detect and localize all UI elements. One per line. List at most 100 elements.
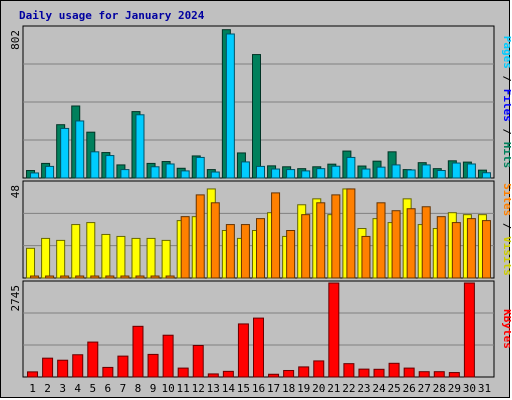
bar-pages-day-16 [252,54,261,179]
bar-sites-day-18 [286,230,296,279]
bar-kbytes-day-16 [253,317,264,378]
bar-kbytes-day-6 [102,366,114,378]
bar-kbytes-day-3 [57,359,69,378]
bar-kbytes-day-14 [222,370,234,378]
chart-panel-1: 802 Pages / Files / Hits [9,25,511,179]
bar-hits-day-16 [256,165,265,179]
bar-sites-day-30 [466,218,476,279]
bar-sites-day-15 [240,224,250,279]
day-label-26: 26 [403,382,416,395]
bar-hits-day-22 [346,156,356,179]
bar-sites-day-19 [301,214,311,279]
bar-visits-day-1 [26,247,36,279]
day-label-15: 15 [237,382,250,395]
day-label-8: 8 [135,382,142,395]
bar-kbytes-day-21 [328,282,340,378]
bar-kbytes-day-5 [87,341,99,378]
bar-sites-day-3 [60,275,70,279]
kbytes-label: KBytes [501,309,511,349]
bar-sites-day-20 [316,202,326,279]
day-label-17: 17 [267,382,280,395]
day-label-12: 12 [192,382,205,395]
y-max-label: 48 [9,185,22,198]
bar-hits-day-15 [240,161,250,179]
side-label-part: / [501,69,511,89]
bar-sites-day-26 [406,208,416,279]
day-label-6: 6 [105,382,112,395]
bar-sites-day-17 [271,192,281,279]
day-label-3: 3 [59,382,66,395]
bar-sites-day-6 [105,275,115,279]
bar-kbytes-day-13 [207,373,219,378]
bar-hits-day-1 [30,172,40,179]
bar-hits-day-25 [391,164,401,179]
bar-kbytes-day-4 [72,354,84,378]
side-label-part: Hits [501,142,511,169]
bar-kbytes-day-11 [177,367,189,378]
sites-visits-label: Sites / Visits [501,183,511,276]
bar-sites-day-28 [436,216,446,279]
bar-sites-day-8 [135,275,145,279]
day-label-10: 10 [161,382,174,395]
day-label-31: 31 [478,382,491,395]
bar-hits-day-30 [466,163,476,179]
bar-hits-day-7 [120,169,130,179]
y-max-label: 802 [9,30,22,50]
bar-kbytes-day-24 [373,368,385,378]
bar-sites-day-31 [481,220,491,279]
day-label-14: 14 [222,382,236,395]
bar-kbytes-day-9 [147,353,159,378]
day-label-25: 25 [387,382,400,395]
bar-sites-day-10 [165,275,175,279]
bar-hits-day-8 [135,114,145,179]
side-label-part: Sites [501,183,511,216]
day-label-28: 28 [433,382,446,395]
bar-sites-day-9 [150,275,160,279]
bar-kbytes-day-7 [117,355,129,378]
chart-panel-2: 48 Sites / Visits [9,180,511,279]
bar-visits-day-6 [101,233,111,279]
side-label-part: / [501,216,511,236]
bar-visits-day-3 [56,239,66,279]
bar-hits-day-9 [150,166,160,179]
bar-visits-day-2 [41,237,51,279]
bar-kbytes-day-8 [132,325,144,378]
day-label-29: 29 [448,382,461,395]
bar-hits-day-10 [165,163,175,179]
side-label-part: Files [501,89,511,122]
day-label-5: 5 [89,382,96,395]
bar-visits-day-4 [71,224,81,279]
side-label-part: Pages [501,36,511,69]
bar-kbytes-day-30 [463,282,475,378]
bar-visits-day-9 [146,237,156,279]
day-axis: 1 2 3 4 5 6 7 8 9 10 11 12 13 14 15 16 17 18 19 20 21 22 23 24 2… [29,382,491,395]
bar-hits-day-26 [406,169,416,179]
bar-hits-day-23 [361,168,371,179]
bar-hits-day-18 [286,169,296,179]
bar-sites-day-7 [120,275,130,279]
day-label-22: 22 [342,382,355,395]
bar-sites-day-5 [90,275,100,279]
y-max-label: 2745 [9,285,22,312]
day-label-20: 20 [312,382,325,395]
bar-hits-day-20 [316,168,326,179]
day-label-2: 2 [44,382,51,395]
day-label-24: 24 [372,382,386,395]
bar-kbytes-day-1 [27,371,39,378]
bar-hits-day-24 [376,166,386,179]
bar-hits-day-4 [75,120,85,179]
bar-visits-day-10 [161,239,171,279]
side-label-part: KBytes [501,309,511,349]
bar-sites-day-13 [210,202,220,279]
bar-kbytes-day-10 [162,334,174,378]
bar-sites-day-14 [225,224,235,279]
bar-kbytes-day-15 [237,323,249,378]
bar-hits-day-5 [90,151,100,179]
bar-sites-day-22 [346,188,356,279]
side-label-part: / [501,122,511,142]
day-label-21: 21 [327,382,340,395]
day-label-13: 13 [207,382,220,395]
bar-sites-day-25 [391,210,401,279]
